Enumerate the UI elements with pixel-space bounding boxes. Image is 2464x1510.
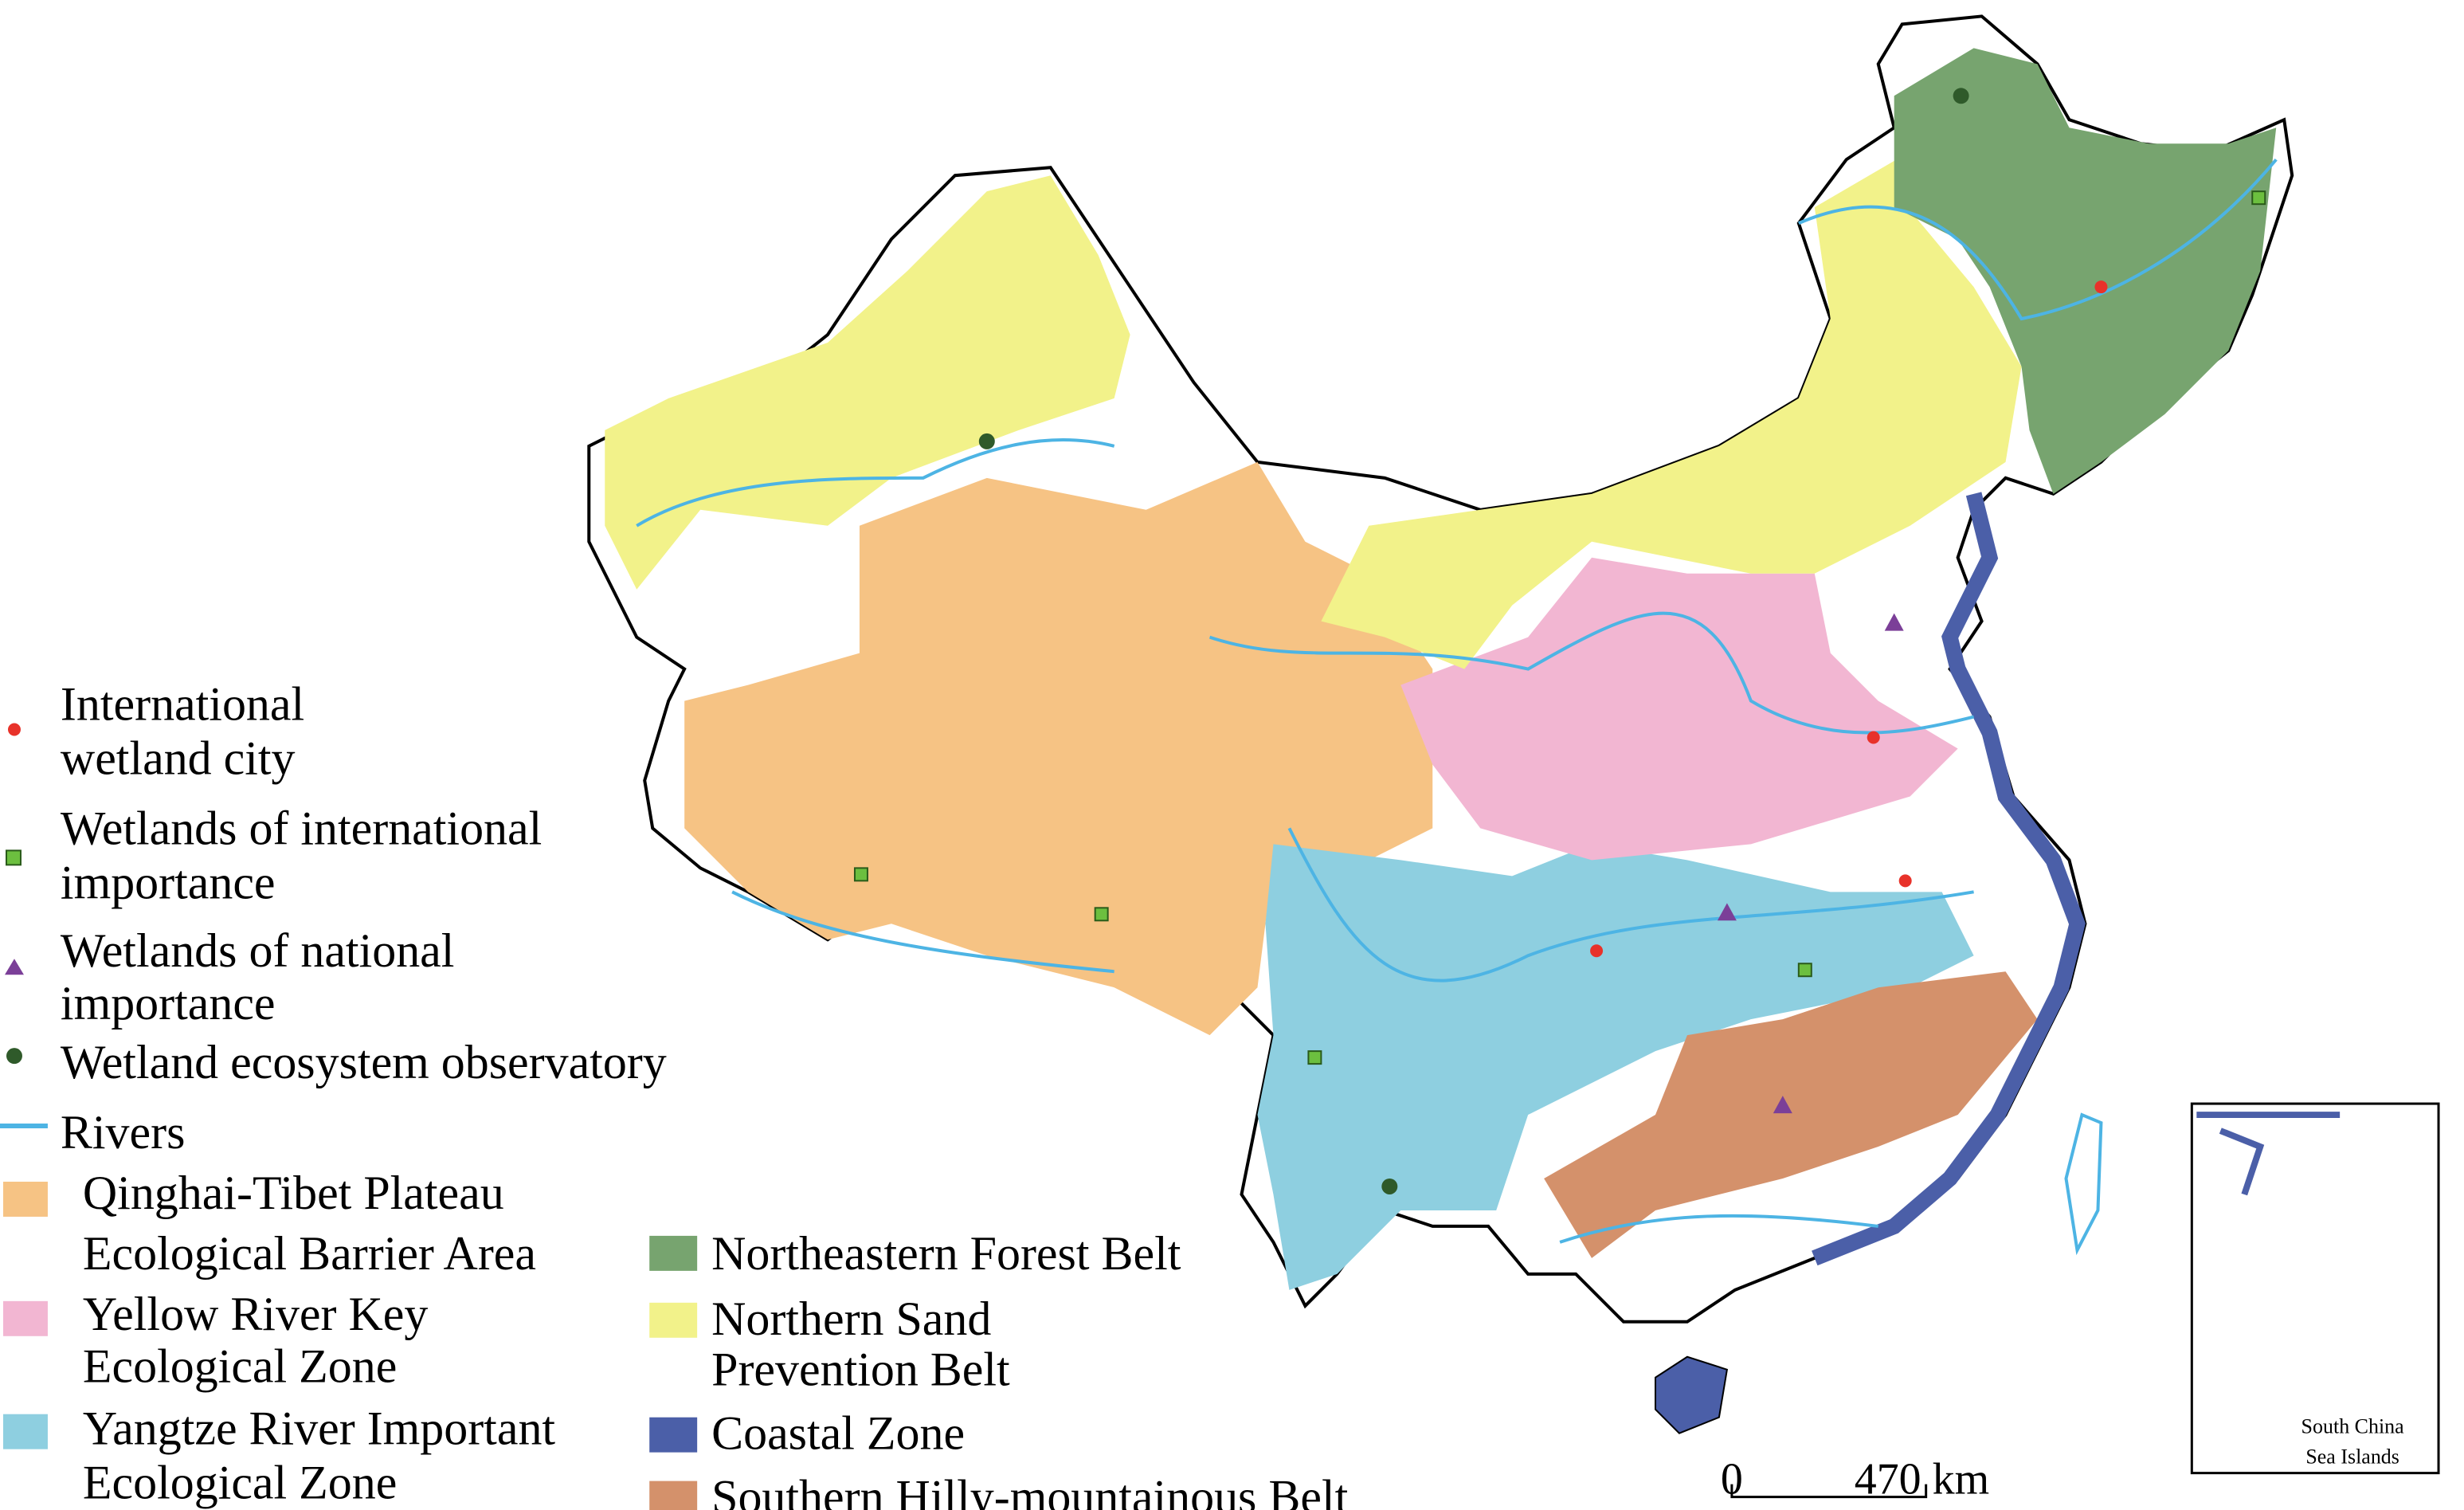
river bbox=[1798, 158, 2278, 321]
island-hainan bbox=[1654, 1355, 1729, 1434]
scale-line bbox=[1730, 1484, 1928, 1499]
legend-label: Ecological Zone bbox=[83, 1457, 397, 1509]
legend-label: importance bbox=[61, 977, 276, 1030]
legend-symbol bbox=[2, 1300, 48, 1336]
natl-wetland-marker bbox=[1717, 903, 1737, 921]
inset: South China Sea Islands bbox=[2190, 1102, 2440, 1475]
zone-northern-sand-north bbox=[1321, 151, 2022, 669]
intl-wetland-marker bbox=[853, 867, 868, 882]
intl-wetland-marker bbox=[1797, 963, 1812, 978]
city-marker bbox=[2094, 280, 2108, 294]
legend-symbol bbox=[2, 1414, 48, 1449]
zone-southern-hilly bbox=[1544, 971, 2038, 1258]
scale-label: 0 bbox=[1721, 1455, 1743, 1504]
legend-label: wetland city bbox=[61, 731, 296, 784]
symbols bbox=[853, 88, 2266, 1194]
legend-label: Northern Sand bbox=[711, 1292, 991, 1345]
city-marker bbox=[1898, 874, 1912, 888]
observatory-marker bbox=[1381, 1178, 1398, 1194]
zone-yellow-river bbox=[1400, 557, 1958, 861]
legend-label: Ecological Zone bbox=[83, 1340, 397, 1393]
natl-wetland-marker bbox=[1773, 1096, 1792, 1114]
intl-wetland-marker bbox=[2251, 190, 2266, 206]
river bbox=[1287, 827, 1974, 982]
observatory-marker bbox=[1953, 88, 1969, 104]
river bbox=[636, 438, 1115, 528]
natl-wetland-marker bbox=[1884, 613, 1904, 631]
observatory-marker bbox=[978, 433, 995, 449]
zone-northeastern-forest bbox=[1894, 48, 2277, 494]
scale-bar: 0 470 km bbox=[1721, 1455, 1989, 1504]
legend-label: Ecological Barrier Area bbox=[83, 1227, 536, 1280]
legend-label: importance bbox=[61, 856, 276, 908]
legend-symbol bbox=[6, 1048, 22, 1065]
river bbox=[1559, 1214, 1878, 1244]
legend-label: Prevention Belt bbox=[711, 1343, 1010, 1396]
legend-label: Coastal Zone bbox=[711, 1407, 965, 1460]
legend-symbol bbox=[649, 1417, 698, 1453]
legend-symbol bbox=[649, 1235, 698, 1271]
intl-wetland-marker bbox=[1307, 1050, 1322, 1065]
legend-symbol bbox=[5, 849, 22, 866]
legend-label: Qinghai-Tibet Plateau bbox=[83, 1167, 504, 1219]
legend-symbol bbox=[649, 1302, 698, 1338]
scale-label: 470 km bbox=[1855, 1455, 1989, 1504]
river bbox=[731, 890, 1114, 974]
legend-label: Yangtze River Important bbox=[83, 1402, 556, 1455]
map-body bbox=[587, 14, 2294, 1434]
legend: International wetland city Wetlands of i… bbox=[0, 678, 1349, 1510]
inset-frame bbox=[2190, 1102, 2440, 1475]
city-marker bbox=[1590, 944, 1604, 958]
legend-symbol bbox=[7, 723, 21, 736]
inset-coast bbox=[2196, 1112, 2341, 1196]
intl-wetland-marker bbox=[1094, 907, 1109, 922]
island-taiwan bbox=[2064, 1112, 2103, 1256]
zone-coastal bbox=[1812, 492, 2086, 1266]
legend-label: Wetlands of national bbox=[61, 924, 455, 977]
legend-label: Southern Hilly-mountainous Belt bbox=[711, 1471, 1348, 1510]
legend-symbol bbox=[2, 1181, 48, 1217]
inset-label: South China bbox=[2301, 1415, 2405, 1438]
zone-yangtze bbox=[1257, 844, 1974, 1290]
legend-label: Wetland ecosystem observatory bbox=[61, 1036, 667, 1088]
legend-label: Rivers bbox=[61, 1106, 186, 1159]
legend-symbol bbox=[649, 1481, 698, 1510]
legend-symbol bbox=[4, 959, 24, 975]
inset-label: Sea Islands bbox=[2305, 1445, 2399, 1469]
legend-label: Northeastern Forest Belt bbox=[711, 1227, 1181, 1280]
zone-qinghai-tibet bbox=[684, 461, 1433, 1036]
zone-northern-sand-west bbox=[605, 175, 1130, 590]
rivers bbox=[636, 158, 2278, 1244]
river bbox=[1208, 611, 1975, 735]
legend-label: Wetlands of international bbox=[61, 802, 542, 854]
city-marker bbox=[1867, 731, 1880, 744]
legend-label: International bbox=[61, 678, 304, 731]
legend-label: Yellow River Key bbox=[83, 1288, 428, 1340]
